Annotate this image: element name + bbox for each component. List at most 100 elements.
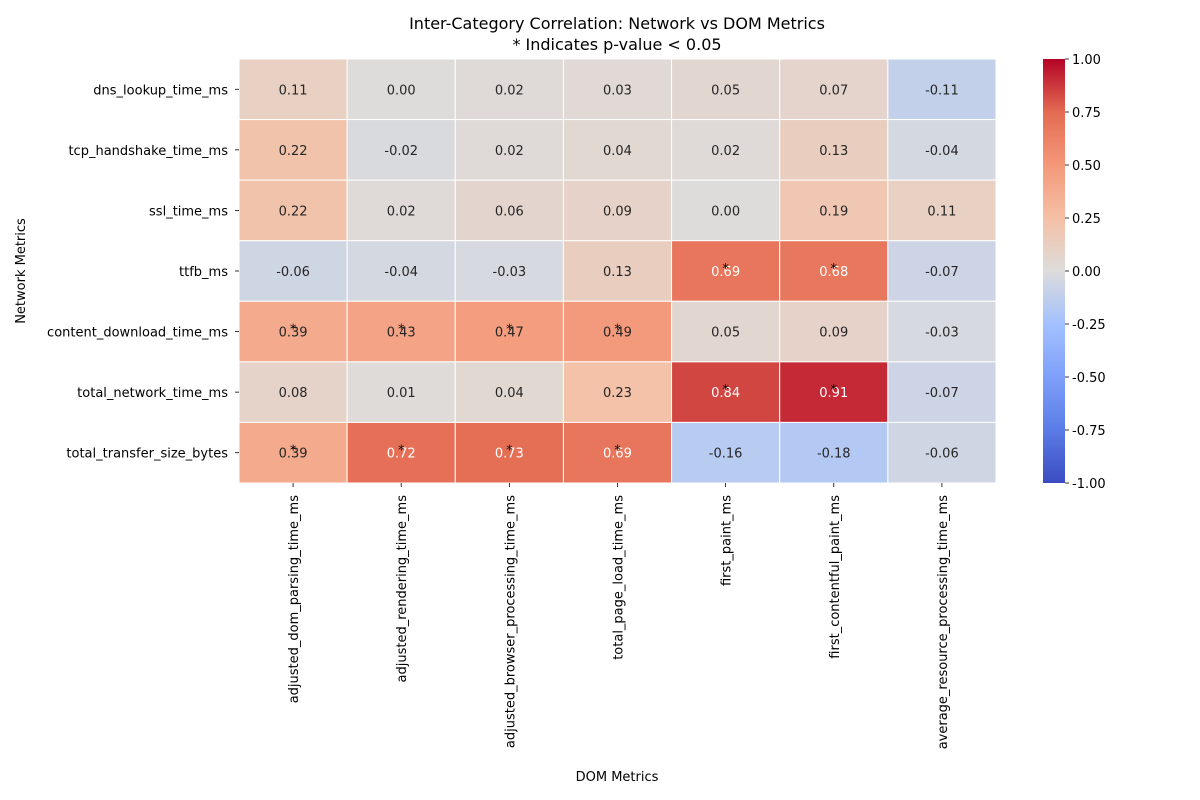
cell-value-label: 0.69: [603, 447, 632, 462]
cell-value-label: 0.02: [387, 204, 416, 219]
significance-marker: *: [506, 323, 513, 338]
significance-marker: *: [506, 444, 513, 459]
cell-value-label: 0.39: [279, 447, 308, 462]
heatmap-cell: [238, 58, 348, 121]
colorbar-tick-label: 0.25: [1072, 212, 1101, 227]
colorbar-tick-label: -1.00: [1072, 477, 1106, 492]
significance-marker: *: [722, 262, 729, 277]
cell-value-label: 0.69: [711, 265, 740, 280]
cell-value-label: -0.04: [384, 265, 418, 280]
significance-marker: *: [722, 383, 729, 398]
colorbar-tick-label: 0.75: [1072, 106, 1101, 121]
heatmap-cell: [238, 361, 348, 423]
heatmap-cell: [671, 58, 781, 121]
x-axis-label: DOM Metrics: [576, 770, 659, 785]
cell-value-label: 0.43: [387, 326, 416, 341]
significance-marker: *: [614, 444, 621, 459]
cell-value-label: -0.03: [493, 265, 527, 280]
heatmap-cell: [779, 58, 889, 121]
heatmap-cells: 0.11 0.00 0.02 0.03 0.05 0.07 -0.11 0.22 -0.02 0.…: [238, 58, 997, 484]
column-tick-label: adjusted_dom_parsing_time_ms: [287, 495, 302, 704]
heatmap-cell: [671, 421, 781, 484]
cell-value-label: -0.07: [925, 386, 959, 401]
colorbar: [1043, 59, 1065, 483]
row-tick-label: total_network_time_ms: [77, 386, 228, 401]
heatmap-cell: [779, 179, 889, 242]
row-tick-label: dns_lookup_time_ms: [93, 83, 228, 98]
heatmap-cell: [238, 240, 348, 302]
cell-value-label: 0.39: [279, 326, 308, 341]
colorbar-tick-label: -0.25: [1072, 318, 1106, 333]
heatmap-cell: [454, 119, 564, 181]
row-tick-label: tcp_handshake_time_ms: [68, 144, 228, 159]
significance-marker: *: [831, 262, 838, 277]
heatmap-cell: [671, 300, 781, 363]
cell-value-label: 0.22: [279, 144, 308, 159]
colorbar-tick-label: 1.00: [1072, 53, 1101, 68]
cell-value-label: 0.84: [711, 386, 740, 401]
cell-value-label: 0.19: [819, 204, 848, 219]
heatmap-cell: [671, 119, 781, 181]
cell-value-label: 0.68: [819, 265, 848, 280]
cell-value-label: -0.11: [925, 83, 959, 98]
column-tick-label: average_resource_processing_time_ms: [936, 495, 951, 750]
cell-value-label: -0.03: [925, 326, 959, 341]
heatmap-cell: [671, 361, 781, 423]
cell-value-label: 0.11: [927, 204, 956, 219]
heatmap-cell: [346, 179, 456, 242]
heatmap-cell: [346, 300, 456, 363]
heatmap-cell: [454, 179, 564, 242]
chart-title: Inter-Category Correlation: Network vs D…: [409, 14, 825, 33]
heatmap-cell: [562, 361, 673, 423]
cell-value-label: 0.22: [279, 204, 308, 219]
column-tick-label: adjusted_rendering_time_ms: [395, 495, 410, 683]
column-tick-label: adjusted_browser_processing_time_ms: [503, 495, 518, 748]
cell-value-label: -0.04: [925, 144, 959, 159]
row-tick-label: content_download_time_ms: [47, 326, 228, 341]
heatmap-cell: [346, 361, 456, 423]
cell-value-label: 0.47: [495, 326, 524, 341]
cell-value-label: 0.01: [387, 386, 416, 401]
heatmap-cell: [454, 58, 564, 121]
column-tick-label: first_contentful_paint_ms: [828, 495, 843, 659]
cell-value-label: 0.72: [387, 447, 416, 462]
cell-value-label: 0.04: [603, 144, 632, 159]
heatmap-cell: [454, 361, 564, 423]
cell-value-label: 0.07: [819, 83, 848, 98]
cell-value-label: 0.23: [603, 386, 632, 401]
significance-marker: *: [831, 383, 838, 398]
cell-value-label: 0.05: [711, 326, 740, 341]
heatmap-cell: [671, 179, 781, 242]
heatmap-cell: [454, 421, 564, 484]
significance-marker: *: [290, 444, 297, 459]
cell-value-label: 0.08: [279, 386, 308, 401]
colorbar-ticks: 1.00 0.75 0.50 0.25 0.00 -0.25 -0.50 -0.75 -1.00: [1065, 53, 1106, 492]
cell-value-label: 0.03: [603, 83, 632, 98]
cell-value-label: 0.00: [711, 204, 740, 219]
colorbar-tick-label: 0.50: [1072, 159, 1101, 174]
row-tick-label: ssl_time_ms: [149, 204, 228, 219]
cell-value-label: 0.11: [279, 83, 308, 98]
column-tick-label: first_paint_ms: [720, 495, 735, 586]
cell-value-label: 0.49: [603, 326, 632, 341]
cell-value-label: -0.18: [817, 447, 851, 462]
cell-value-label: 0.00: [387, 83, 416, 98]
colorbar-tick-label: -0.50: [1072, 371, 1106, 386]
cell-value-label: 0.91: [819, 386, 848, 401]
heatmap-cell: [238, 300, 348, 363]
cell-value-label: 0.02: [495, 144, 524, 159]
heatmap-cell: [779, 361, 889, 423]
heatmap-cell: [887, 240, 997, 302]
y-axis-label: Network Metrics: [14, 218, 29, 324]
significance-marker: *: [614, 323, 621, 338]
cell-value-label: -0.07: [925, 265, 959, 280]
cell-value-label: 0.02: [495, 83, 524, 98]
cell-value-label: 0.06: [495, 204, 524, 219]
chart-subtitle: * Indicates p-value < 0.05: [512, 35, 721, 54]
heatmap-cell: [779, 240, 889, 302]
cell-value-label: 0.09: [603, 204, 632, 219]
heatmap-cell: [887, 119, 997, 181]
cell-value-label: 0.02: [711, 144, 740, 159]
row-tick-labels: dns_lookup_time_ms tcp_handshake_time_mss…: [47, 83, 239, 462]
cell-value-label: -0.06: [276, 265, 310, 280]
